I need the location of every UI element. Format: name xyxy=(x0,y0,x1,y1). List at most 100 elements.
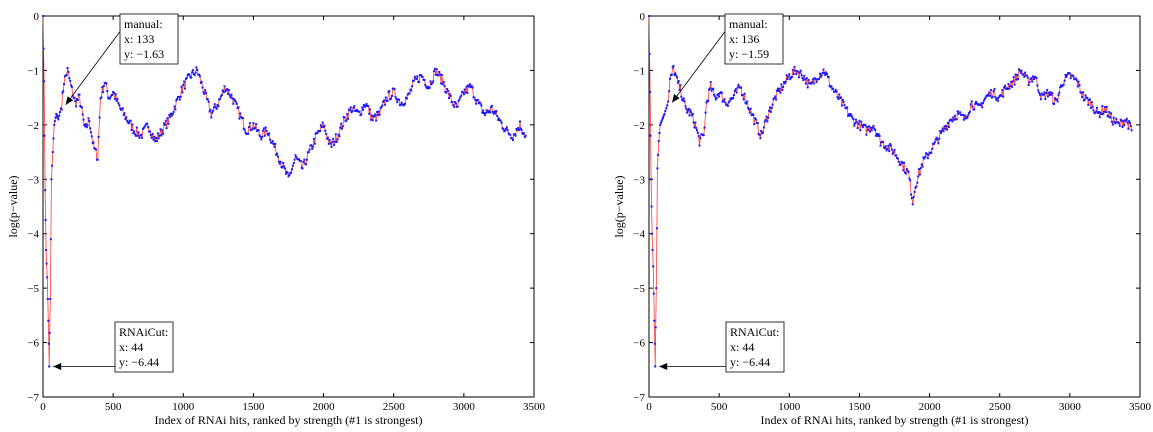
data-point xyxy=(44,189,47,192)
data-point xyxy=(211,111,214,114)
data-point xyxy=(252,122,255,125)
data-point xyxy=(161,129,164,132)
data-point xyxy=(97,136,100,138)
data-point xyxy=(452,104,455,107)
data-point xyxy=(378,113,381,116)
data-point xyxy=(1040,92,1043,95)
data-point xyxy=(815,81,818,84)
data-point xyxy=(782,85,785,88)
data-point xyxy=(1023,75,1026,78)
data-point xyxy=(155,137,158,139)
data-point xyxy=(847,114,849,117)
data-point xyxy=(257,129,260,132)
data-point xyxy=(74,100,77,103)
data-point xyxy=(1118,122,1120,125)
data-point xyxy=(1011,85,1013,88)
data-point xyxy=(1098,116,1101,119)
data-point xyxy=(851,116,854,119)
data-point xyxy=(325,133,328,135)
data-point xyxy=(821,72,824,75)
data-point xyxy=(398,98,400,101)
data-point xyxy=(350,111,353,114)
data-point xyxy=(323,124,326,127)
data-point xyxy=(67,71,70,73)
data-point xyxy=(478,101,481,104)
data-point xyxy=(217,105,220,108)
data-point xyxy=(395,98,398,101)
data-point xyxy=(340,122,343,125)
data-point xyxy=(714,98,717,101)
data-point xyxy=(470,84,473,87)
data-point xyxy=(178,98,181,101)
data-point xyxy=(52,137,55,140)
data-point xyxy=(313,142,316,145)
data-point xyxy=(353,105,356,108)
chart-panel-2: 0 500 1000 1500 2000 2500 3000 3500 0 −1 −2 −3 −4 −5 −… xyxy=(612,11,1152,427)
data-point xyxy=(90,131,92,134)
data-point xyxy=(1002,95,1005,98)
data-point xyxy=(852,118,855,120)
data-point xyxy=(69,79,72,82)
data-point xyxy=(364,104,367,107)
data-point xyxy=(394,96,397,99)
data-point xyxy=(688,114,691,117)
x-tick-label: 0 xyxy=(40,401,46,413)
data-point xyxy=(46,298,49,300)
data-point xyxy=(224,90,227,93)
data-point xyxy=(946,128,949,131)
series-line xyxy=(42,15,526,367)
data-point xyxy=(769,106,771,109)
data-point xyxy=(961,113,964,116)
data-point xyxy=(138,136,141,139)
data-point xyxy=(885,149,888,152)
data-point xyxy=(446,88,449,90)
data-point xyxy=(842,100,845,103)
data-point xyxy=(920,163,923,166)
data-point xyxy=(675,74,678,77)
data-point xyxy=(136,134,139,137)
data-point xyxy=(709,81,712,84)
data-point xyxy=(101,86,104,89)
data-point xyxy=(873,127,876,130)
annotation-text: manual: xyxy=(729,17,768,31)
data-point xyxy=(750,114,753,117)
data-point xyxy=(332,137,335,140)
data-point xyxy=(992,90,995,93)
data-point xyxy=(365,103,368,105)
data-point xyxy=(855,121,858,124)
data-point xyxy=(957,113,960,115)
data-point xyxy=(137,131,140,134)
data-point xyxy=(282,161,285,164)
data-point xyxy=(184,77,187,80)
data-point xyxy=(805,77,808,80)
data-point xyxy=(47,342,50,345)
data-point xyxy=(747,106,750,109)
annotation-text: RNAiCut: xyxy=(119,325,168,339)
data-point xyxy=(182,83,185,86)
plot-frame xyxy=(42,15,535,398)
data-point xyxy=(298,158,300,161)
data-point xyxy=(952,116,955,119)
x-tick-label: 3000 xyxy=(1059,401,1082,413)
data-point xyxy=(1075,79,1078,82)
data-point xyxy=(368,112,371,115)
data-point xyxy=(833,90,836,93)
data-point xyxy=(895,154,898,157)
annotation-box xyxy=(725,321,785,373)
data-point xyxy=(921,165,924,168)
data-point xyxy=(683,100,686,103)
data-point xyxy=(439,73,442,76)
data-point xyxy=(349,106,352,109)
data-point xyxy=(736,86,739,89)
data-point xyxy=(901,161,904,164)
data-point xyxy=(828,84,831,87)
data-point xyxy=(778,87,781,90)
data-point xyxy=(196,68,199,71)
data-point xyxy=(1059,86,1062,89)
data-point xyxy=(703,126,706,129)
data-point xyxy=(208,110,211,113)
data-point xyxy=(116,97,119,100)
data-point xyxy=(806,86,809,89)
data-point xyxy=(324,129,327,132)
data-point xyxy=(686,109,689,112)
